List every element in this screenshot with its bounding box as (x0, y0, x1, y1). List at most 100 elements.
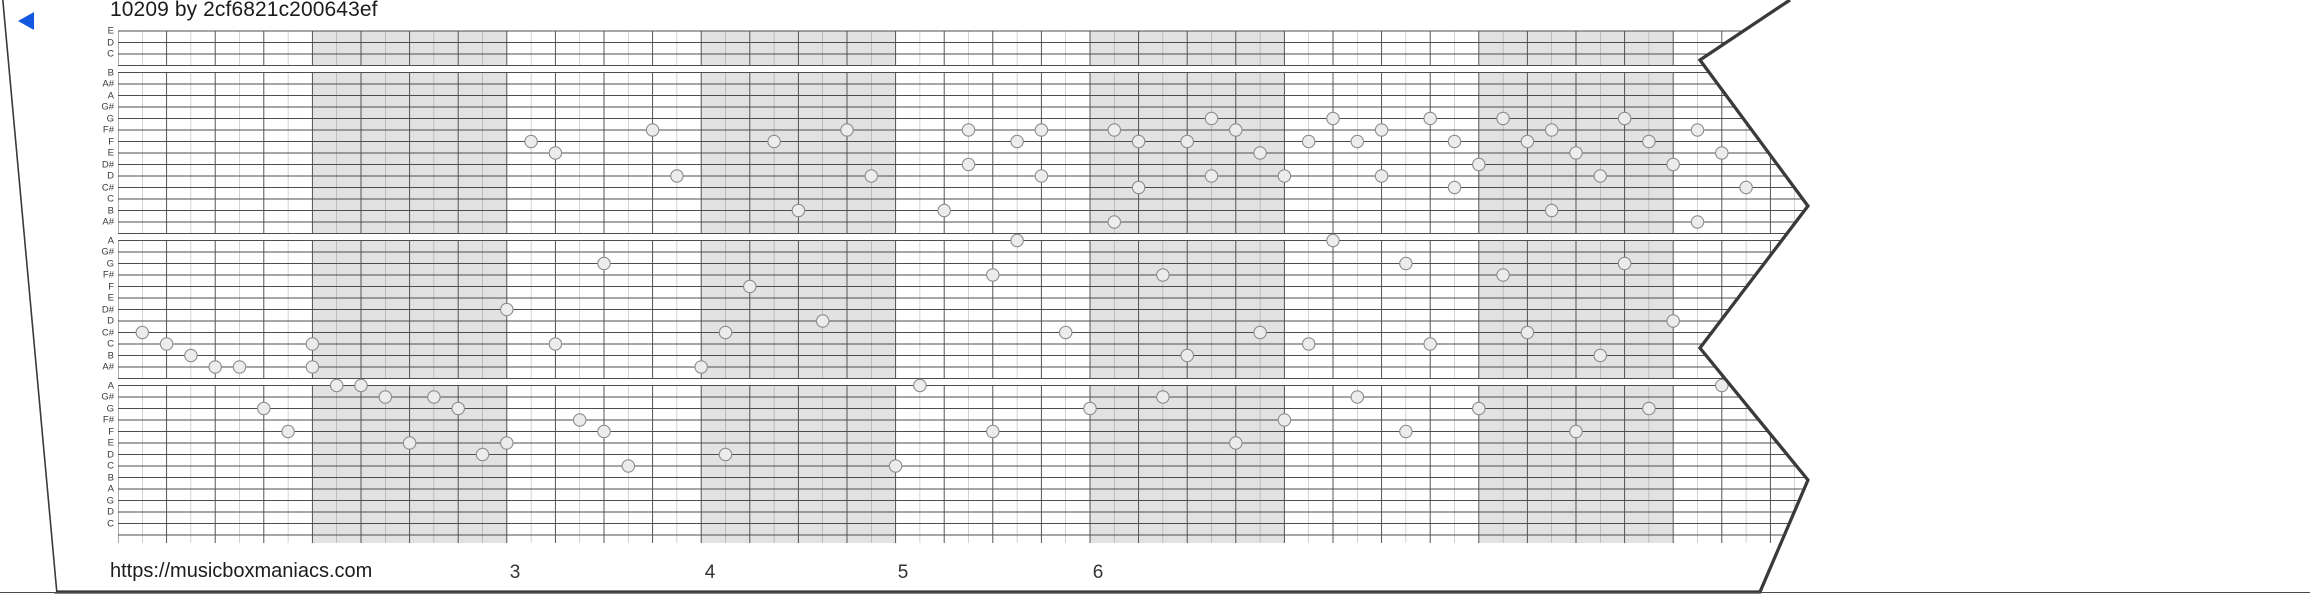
note-name-label: E (107, 292, 114, 304)
note-name-label: G# (101, 101, 114, 113)
note-name-label: A (107, 379, 114, 391)
note-dot (1034, 169, 1049, 183)
note-dot (597, 424, 611, 439)
note-dot (1399, 256, 1413, 271)
note-dot (378, 390, 393, 404)
note-dot (1544, 123, 1559, 137)
note-name-axis: E D C B A# A G# G F# F E D# D C# C B A# A G# G F# F E D# D C# C B A#… (60, 26, 114, 550)
note-dot (1447, 134, 1462, 149)
note-dot (1350, 390, 1365, 404)
note-name-label: A# (102, 216, 114, 228)
note-dot (354, 378, 368, 393)
note-dot (184, 348, 198, 363)
note-name-label: D (107, 448, 114, 460)
note-dot (670, 169, 684, 183)
note-dot (621, 459, 636, 473)
note-dot (1472, 157, 1486, 172)
note-dot (1374, 169, 1389, 183)
note-name-label: A# (102, 361, 114, 373)
note-dot (1253, 146, 1267, 160)
note-dot (1399, 424, 1413, 439)
note-dot (1447, 180, 1462, 195)
note-name-label: D# (101, 158, 114, 170)
note-dot (1569, 146, 1583, 160)
note-name-label: G (106, 402, 114, 414)
note-dot (1301, 134, 1316, 149)
note-name-label: F# (102, 124, 114, 136)
note-name-label: G (106, 494, 114, 506)
note-name-label: A (107, 234, 114, 246)
note-dot (1593, 169, 1608, 183)
note-name-label: F (108, 280, 114, 292)
note-dot (1472, 401, 1486, 416)
note-name-label: E (107, 25, 114, 37)
note-dot (1156, 268, 1170, 282)
note-dot (1277, 413, 1292, 427)
note-name-label: D (107, 506, 114, 518)
note-dot (1423, 337, 1437, 351)
note-dot (1642, 401, 1656, 416)
note-name-label: G (106, 257, 114, 269)
note-dot (1715, 146, 1729, 160)
note-dot (1010, 233, 1024, 248)
site-url-label: https://musicboxmaniacs.com (110, 560, 373, 582)
note-dot (257, 401, 271, 416)
note-dot (1617, 111, 1632, 126)
measure-shade (1867, 31, 1892, 66)
note-dot (815, 314, 830, 328)
note-dot (961, 157, 976, 172)
note-dot (451, 401, 465, 416)
note-name-label: D (107, 36, 114, 48)
note-dot (1617, 256, 1632, 271)
note-dot (1229, 123, 1243, 137)
note-dot (1496, 268, 1510, 282)
note-dot (937, 203, 951, 218)
note-dot (1666, 157, 1680, 172)
note-dot (767, 134, 781, 149)
note-name-label: C (107, 460, 114, 472)
note-name-label: D (107, 315, 114, 327)
back-arrow-icon[interactable] (14, 8, 40, 34)
note-name-label: D (107, 170, 114, 182)
note-dot (1034, 123, 1049, 137)
note-dot (1180, 134, 1194, 149)
note-dot (305, 337, 320, 351)
note-dot (475, 447, 490, 462)
note-name-label: B (107, 349, 114, 361)
note-name-label: A# (102, 78, 114, 90)
note-dot (1058, 325, 1073, 340)
note-dot (1083, 401, 1097, 416)
note-name-label: F# (102, 269, 114, 281)
note-dot (524, 134, 538, 149)
note-dot (1520, 325, 1535, 340)
note-name-label: F# (102, 414, 114, 426)
bottom-axis: https://musicboxmaniacs.com 3 4 5 6 (0, 560, 2310, 594)
note-dot (329, 378, 344, 393)
note-dot (208, 360, 222, 374)
note-name-label: C# (101, 326, 114, 338)
note-dot (1593, 348, 1608, 363)
note-dot (1666, 314, 1680, 328)
note-dot (597, 256, 611, 271)
note-dot (1156, 390, 1170, 404)
axis-rule (0, 592, 2310, 593)
note-dot (986, 268, 1000, 282)
note-name-label: E (107, 437, 114, 449)
note-dot (1010, 134, 1024, 149)
note-dot (1301, 337, 1316, 351)
measure-number-label: 4 (704, 562, 716, 583)
note-dot (840, 123, 854, 137)
note-dot (864, 169, 879, 183)
page-title: 10209 by 2cf6821c200643ef (110, 0, 378, 21)
note-name-label: G# (101, 391, 114, 403)
note-dot (961, 123, 976, 137)
note-dot (1423, 111, 1437, 126)
note-dot (232, 360, 247, 374)
note-dot (1690, 215, 1705, 229)
note-name-label: C# (101, 181, 114, 193)
note-dot (645, 123, 660, 137)
note-dot (1180, 348, 1194, 363)
note-dot (1496, 111, 1510, 126)
